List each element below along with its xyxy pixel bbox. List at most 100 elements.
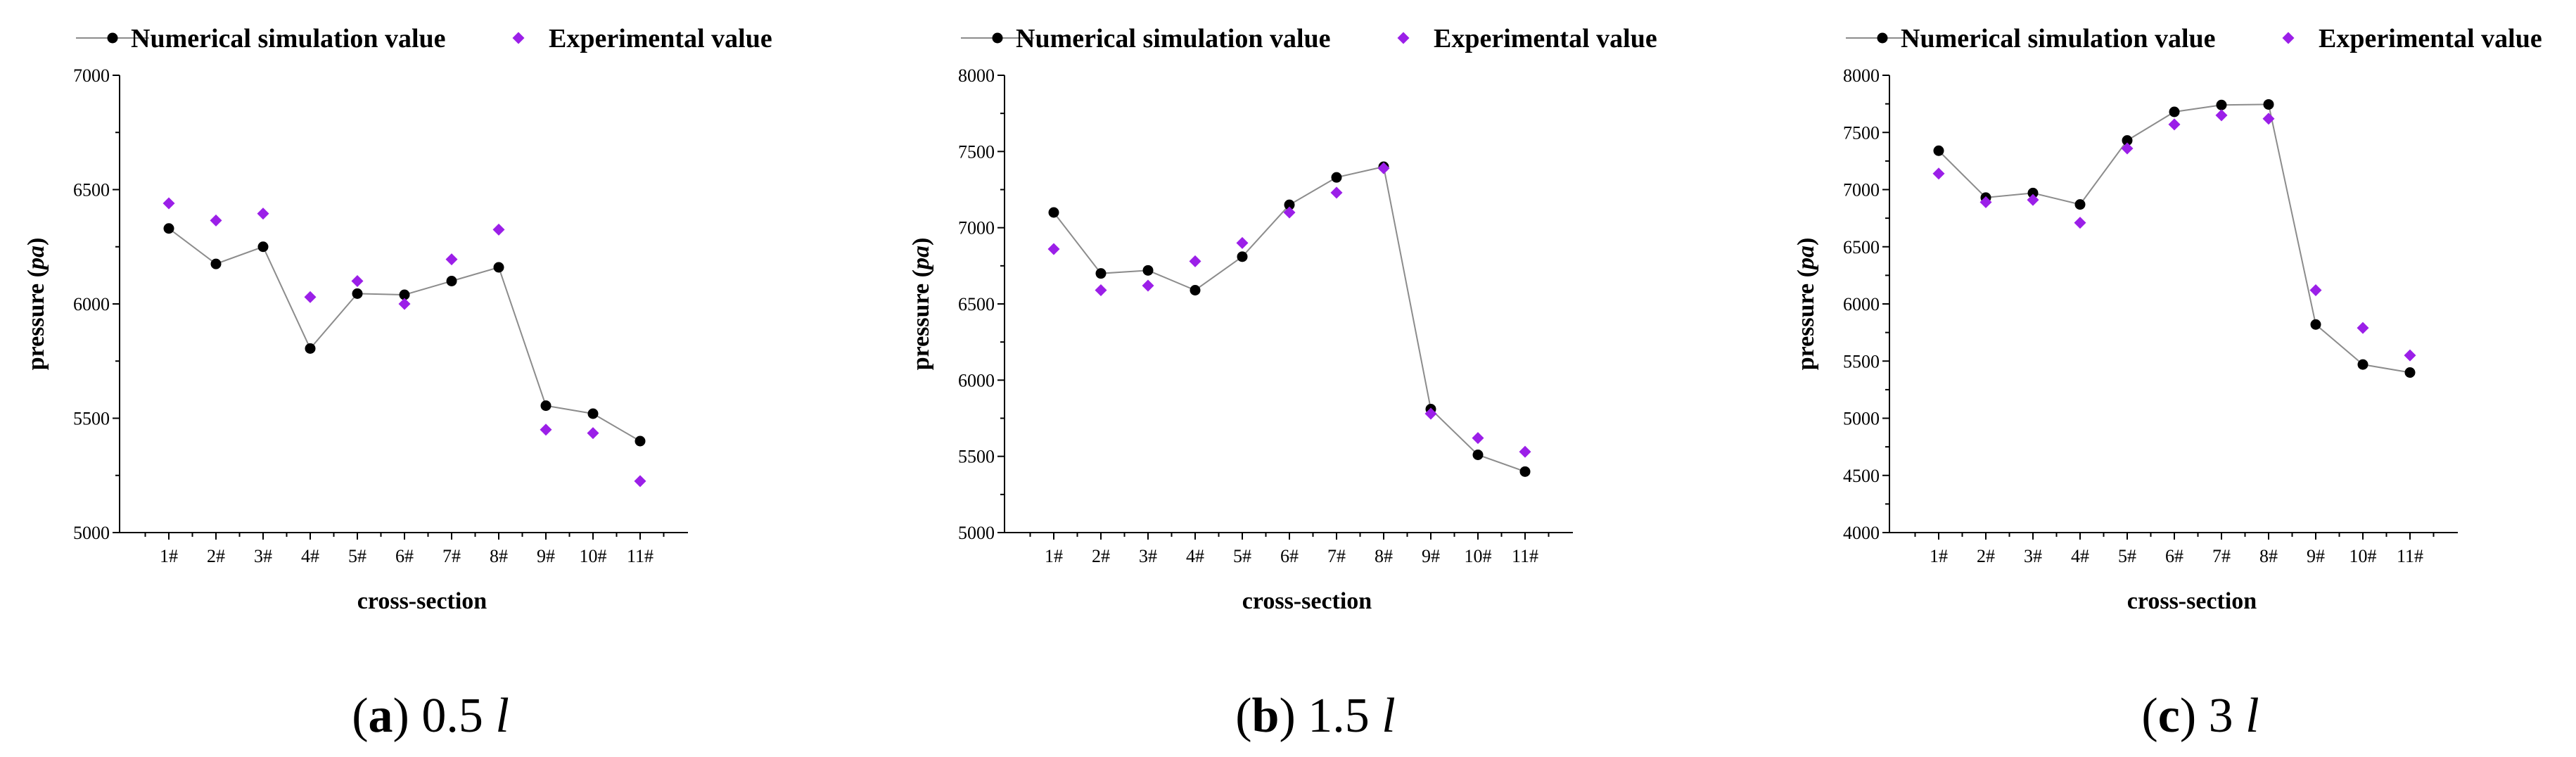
simulation-point (2027, 187, 2039, 198)
y-tick-label: 7000 (73, 65, 110, 86)
caption-close-paren: ) (2180, 689, 2209, 743)
simulation-point (587, 408, 599, 419)
x-tick-label: 1# (1045, 546, 1063, 566)
y-axis-title-suffix: ) (1793, 238, 1819, 246)
experimental-point (587, 427, 599, 440)
caption-unit: l (2245, 689, 2259, 743)
y-tick-label: 7000 (958, 218, 995, 238)
simulation-point (210, 258, 222, 269)
simulation-point (1519, 466, 1531, 477)
experimental-point (540, 424, 552, 436)
simulation-point (2169, 106, 2180, 117)
caption-letter: c (2158, 689, 2180, 743)
x-tick-label: 5# (348, 546, 366, 566)
y-tick-label: 7500 (1843, 122, 1880, 143)
simulation-point (493, 262, 504, 273)
y-tick-label: 5500 (1843, 351, 1880, 371)
x-tick-label: 1# (1930, 546, 1948, 566)
experimental-point (2168, 118, 2181, 131)
y-axis-title-prefix: pressure ( (1793, 269, 1819, 370)
y-tick-label: 8000 (1843, 65, 1880, 86)
y-tick-label: 8000 (958, 65, 995, 86)
chart-panel-c: 4000 4500 5000 5500 6000 6500 7000 7500 8000 1# 2#… (1793, 24, 2542, 743)
experimental-point (1283, 206, 1296, 219)
y-tick-label: 5500 (958, 447, 995, 467)
experimental-point (2027, 193, 2039, 206)
x-tick-label: 9# (537, 546, 555, 566)
y-axis-title-prefix: pressure ( (23, 269, 49, 370)
simulation-point (540, 400, 551, 412)
y-tick-label: 6000 (73, 294, 110, 314)
y-tick-label: 5000 (958, 523, 995, 543)
experimental-point (1330, 186, 1343, 199)
experimental-point (1424, 407, 1437, 420)
experimental-point (1047, 243, 1060, 255)
x-tick-label: 11# (1512, 546, 1538, 566)
simulation-point (305, 343, 316, 354)
x-tick-label: 8# (2259, 546, 2278, 566)
x-axis-title: cross-section (2127, 588, 2257, 614)
caption-value: 1.5 (1308, 689, 1382, 743)
caption-close-paren: ) (1279, 689, 1308, 743)
simulation-point (1048, 207, 1059, 218)
experimental-point (1377, 162, 1390, 174)
experimental-point (257, 208, 269, 220)
x-tick-label: 8# (1375, 546, 1393, 566)
experimental-point (351, 275, 364, 287)
y-axis-title-unit: pa (1793, 246, 1819, 272)
caption-close-paren: ) (393, 689, 422, 743)
simulation-point (1237, 251, 1248, 262)
legend-simulation-label: Numerical simulation value (1901, 24, 2216, 53)
y-axis-title: pressure (pa) (908, 238, 934, 371)
y-axis-title-prefix: pressure ( (908, 269, 934, 370)
legend-simulation-label: Numerical simulation value (1016, 24, 1331, 53)
y-axis-title: pressure (pa) (1793, 238, 1819, 371)
panel-caption: (a) 0.5 l (352, 689, 509, 743)
y-tick-label: 5000 (1843, 409, 1880, 429)
x-tick-label: 4# (2071, 546, 2089, 566)
x-tick-label: 10# (1465, 546, 1492, 566)
x-tick-label: 2# (1977, 546, 1995, 566)
simulation-point (352, 288, 363, 299)
experimental-point (492, 223, 505, 236)
y-tick-label: 6500 (1843, 237, 1880, 257)
x-tick-label: 4# (1186, 546, 1204, 566)
experimental-point (2074, 217, 2086, 229)
x-tick-label: 5# (2118, 546, 2136, 566)
x-tick-label: 6# (1280, 546, 1299, 566)
x-tick-label: 7# (2212, 546, 2231, 566)
x-tick-label: 9# (1422, 546, 1440, 566)
experimental-point (1095, 284, 1107, 296)
caption-letter: b (1252, 689, 1280, 743)
simulation-point (399, 289, 410, 300)
experimental-point (162, 197, 175, 210)
panel-caption: (c) 3 l (2141, 689, 2259, 743)
x-axis-title: cross-section (1242, 588, 1372, 614)
x-tick-label: 8# (490, 546, 508, 566)
x-tick-label: 5# (1233, 546, 1251, 566)
x-tick-label: 11# (627, 546, 653, 566)
x-tick-label: 9# (2307, 546, 2325, 566)
legend-simulation-label: Numerical simulation value (131, 24, 446, 53)
simulation-point (2122, 135, 2133, 146)
simulation-series-line (168, 227, 641, 442)
experimental-point (2121, 142, 2134, 155)
legend-experimental-label: Experimental value (549, 24, 772, 53)
simulation-point (635, 435, 646, 447)
y-tick-label: 6500 (73, 180, 110, 201)
experimental-point (1519, 445, 1531, 458)
experimental-point (1979, 196, 1992, 208)
experimental-point (1142, 279, 1154, 292)
x-tick-label: 6# (395, 546, 414, 566)
experimental-point (1472, 432, 1484, 445)
simulation-point (1142, 265, 1154, 276)
simulation-point (1095, 268, 1107, 279)
experimental-point (1189, 255, 1201, 267)
legend-experimental-marker (1397, 32, 1410, 44)
simulation-point (2263, 98, 2274, 110)
chart-panel-a: 5000 5500 6000 6500 7000 1# 2# 3# 4# 5# 6# 7# 8# 9# 10… (23, 24, 772, 743)
caption-open-paren: ( (352, 689, 368, 743)
simulation-point (1190, 285, 1201, 295)
simulation-point (2310, 319, 2321, 330)
